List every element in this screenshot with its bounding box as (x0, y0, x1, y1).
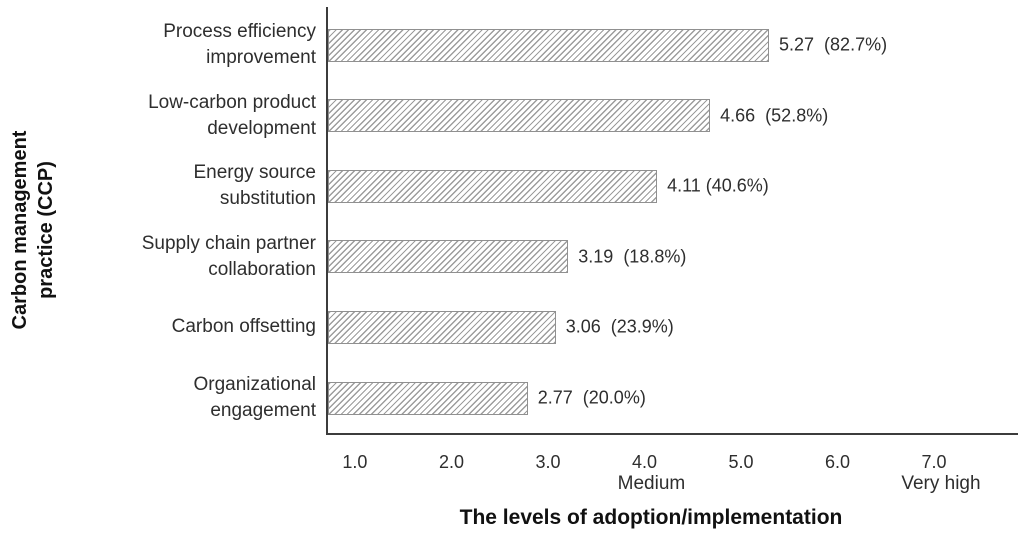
bar-value-label-low-carbon-product-development: 4.66 (52.8%) (720, 105, 829, 126)
category-label-line: substitution (219, 188, 316, 210)
category-label-organizational-engagement: Organizational engagement (193, 372, 316, 424)
category-label-line: Process efficiency (163, 21, 316, 42)
bar-process-efficiency-improvement (328, 28, 770, 62)
category-label-carbon-offsetting: Carbon offsetting (172, 314, 316, 340)
bar-low-carbon-product-development (328, 99, 711, 133)
category-label-line: Organizational (193, 374, 316, 395)
bar-value-label-energy-source-substitution: 4.11 (40.6%) (667, 175, 769, 196)
x-tick-label-7.0: 7.0 (921, 452, 947, 472)
bar-value-label-process-efficiency-improvement: 5.27 (82.7%) (779, 34, 888, 55)
category-label-line: Carbon offsetting (171, 316, 316, 338)
x-tick-label-4.0: 4.0 (631, 452, 657, 472)
bar-carbon-offsetting (328, 310, 556, 344)
category-label-process-efficiency-improvement: Process efficiency improvement (163, 19, 316, 71)
y-axis-title-line1: Carbon management (9, 130, 31, 330)
category-label-line: collaboration (208, 258, 316, 280)
bar-supply-chain-partner-collaboration (328, 240, 569, 274)
bar-value-label-carbon-offsetting: 3.06 (23.9%) (565, 316, 674, 337)
category-label-line: development (207, 117, 316, 139)
plot-area (326, 7, 1018, 435)
x-tick-label-1.0: 1.0 (342, 452, 368, 472)
category-label-low-carbon-product-development: Low-carbon product development (148, 90, 316, 142)
x-tick-label-3.0: 3.0 (535, 452, 561, 472)
category-label-line: Low-carbon product (148, 91, 316, 113)
bar-energy-source-substitution (328, 169, 658, 203)
category-label-line: improvement (206, 47, 316, 68)
x-axis-annotation-very-high: Very high (901, 473, 981, 494)
category-label-line: Supply chain partner (141, 232, 316, 254)
y-axis-title-line2: practice (CCP) (35, 161, 57, 299)
category-label-supply-chain-partner-collaboration: Supply chain partner collaboration (142, 231, 316, 283)
category-label-energy-source-substitution: Energy source substitution (193, 160, 316, 212)
category-label-line: engagement (210, 400, 316, 421)
x-tick-label-5.0: 5.0 (728, 452, 754, 472)
x-axis-annotation-medium: Medium (617, 473, 686, 494)
bar-value-label-supply-chain-partner-collaboration: 3.19 (18.8%) (578, 246, 687, 267)
y-axis-title: Carbon management practice (CCP) (7, 115, 59, 345)
x-tick-label-2.0: 2.0 (438, 452, 464, 472)
x-axis-title: The levels of adoption/implementation (459, 506, 843, 529)
bar-value-label-organizational-engagement: 2.77 (20.0%) (537, 387, 646, 408)
category-label-line: Energy source (193, 162, 316, 184)
bar-organizational-engagement (328, 381, 528, 415)
x-tick-label-6.0: 6.0 (824, 452, 850, 472)
